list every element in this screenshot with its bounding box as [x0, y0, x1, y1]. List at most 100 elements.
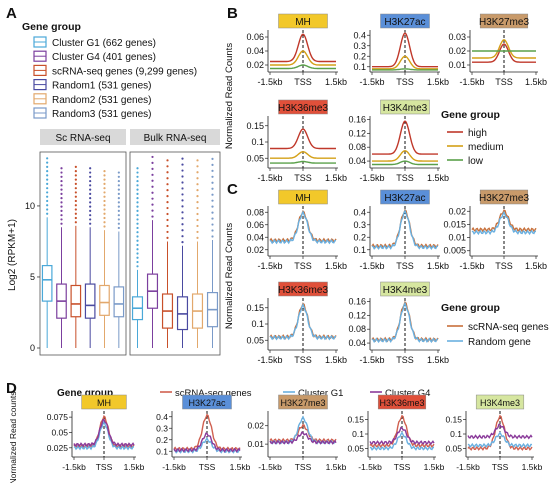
outlier-point [89, 209, 92, 213]
y-tick-label: 5 [30, 272, 35, 282]
outlier-point [60, 218, 63, 221]
profile-curve [372, 68, 438, 71]
outlier-point [166, 236, 169, 239]
legend-a-label: Random1 (531 genes) [52, 81, 152, 92]
outlier-point [74, 182, 77, 186]
outlier-point [136, 260, 139, 264]
y-tick-label: 0.05 [51, 427, 68, 437]
legend-b-label: low [468, 156, 484, 167]
profile-H3K27me3: H3K27me3 0.01 0.02 -1.5kb TSS 1.5kb [247, 394, 347, 472]
outlier-point [136, 205, 139, 208]
outlier-point [151, 191, 154, 194]
outlier-point [103, 195, 106, 198]
mark-label: H3K36me3 [379, 398, 424, 408]
outlier-point [136, 192, 139, 195]
outlier-point [60, 192, 63, 195]
legend-a-label: Random2 (531 genes) [52, 95, 152, 106]
y-tick-label: 0.04 [348, 156, 366, 166]
profile-H3K36me3: H3K36me3 0.05 0.1 0.15 -1.5kb TSS 1.5kb [246, 99, 347, 183]
outlier-point [196, 165, 199, 168]
outlier-point [60, 171, 63, 174]
profile-curve [369, 431, 435, 451]
outlier-point [136, 265, 139, 268]
profile-H3K27ac: H3K27ac 0.1 0.2 0.3 0.4 -1.5kb TSS 1.5kb [353, 189, 449, 271]
y-tick-label: 0.025 [47, 443, 69, 453]
outlier-point [103, 199, 106, 203]
y-tick-label: 0.01 [448, 60, 466, 70]
outlier-point [196, 224, 199, 228]
panel-label-c: C [227, 181, 238, 198]
x-tick-label: 1.5kb [522, 462, 543, 472]
outlier-point [181, 217, 184, 220]
x-tick-label: TSS [495, 77, 513, 87]
mark-strip [278, 99, 328, 115]
profile-H3K4me3: H3K4me3 0.04 0.08 0.12 0.16 -1.5kb TSS 1.5kb [348, 281, 449, 365]
profile-curve [371, 208, 439, 250]
outlier-point [117, 201, 120, 204]
x-tick-label: -1.5kb [257, 355, 282, 365]
profile-curve [73, 420, 135, 451]
mark-label: H3K27me3 [479, 193, 529, 204]
outlier-point [166, 200, 169, 204]
x-tick-label: TSS [294, 355, 312, 365]
profile-curve [372, 55, 438, 70]
x-tick-label: -1.5kb [258, 462, 282, 472]
outlier-point [117, 197, 120, 200]
outlier-point [181, 229, 184, 232]
outlier-point [166, 218, 169, 222]
outlier-point [136, 201, 139, 204]
outlier-point [46, 191, 49, 194]
outlier-point [89, 179, 92, 183]
y-tick-label: 0.3 [156, 423, 168, 433]
outlier-point [117, 218, 120, 221]
outlier-point [136, 239, 139, 242]
profile-curve [269, 302, 337, 341]
legend-d-label: Cluster G1 [298, 388, 343, 399]
profile-curve [269, 210, 337, 245]
profile-H3K36me3: H3K36me3 0.05 0.1 0.15 -1.5kb TSS 1.5kb [246, 281, 347, 365]
outlier-point [46, 157, 49, 160]
x-tick-label: TSS [294, 77, 312, 87]
outlier-point [211, 187, 214, 190]
outlier-point [89, 222, 92, 225]
outlier-point [103, 212, 106, 215]
outlier-point [117, 175, 120, 178]
outlier-point [181, 205, 184, 208]
y-tick-label: 0.1 [251, 137, 264, 147]
box [70, 284, 82, 318]
panel-b-ylabel: Normalized Read Counts [224, 43, 235, 149]
y-tick-label: 0.02 [247, 421, 264, 431]
mark-strip [278, 281, 328, 297]
profile-curve [472, 39, 536, 59]
outlier-point [136, 175, 139, 178]
y-tick-label: 0.1 [353, 245, 366, 255]
x-tick-label: -1.5kb [62, 462, 86, 472]
y-tick-label: 0.05 [445, 443, 462, 453]
y-tick-label: 0.02 [246, 245, 264, 255]
y-tick-label: 0.2 [353, 232, 366, 242]
outlier-point [211, 205, 214, 208]
y-tick-label: 0.1 [352, 429, 364, 439]
x-tick-label: 1.5kb [424, 462, 445, 472]
mark-label: H3K4me3 [480, 398, 520, 408]
mark-label: H3K27ac [384, 17, 425, 28]
y-tick-label: 0.1 [450, 429, 462, 439]
y-tick-label: 0.1 [156, 446, 168, 456]
outlier-point [103, 187, 106, 190]
box [84, 283, 96, 319]
outlier-point [46, 212, 49, 215]
y-tick-label: 0.03 [448, 32, 466, 42]
legend-b-label: high [468, 128, 487, 139]
panel-a-boxplot: Log2 (RPKM+1) Sc RNA-seq Bulk RNA-seq 0 5 10 [7, 129, 221, 356]
outlier-point [181, 187, 184, 190]
mark-strip [278, 189, 328, 205]
outlier-point [196, 171, 199, 174]
outlier-point [136, 179, 139, 183]
y-tick-label: 0.2 [353, 51, 366, 61]
mark-label: MH [97, 398, 111, 408]
y-tick-label: 0.01 [247, 439, 264, 449]
outlier-point [136, 248, 139, 251]
mark-strip [380, 281, 430, 297]
legend-a-title: Gene group [22, 21, 81, 33]
profile-curve [73, 419, 135, 448]
